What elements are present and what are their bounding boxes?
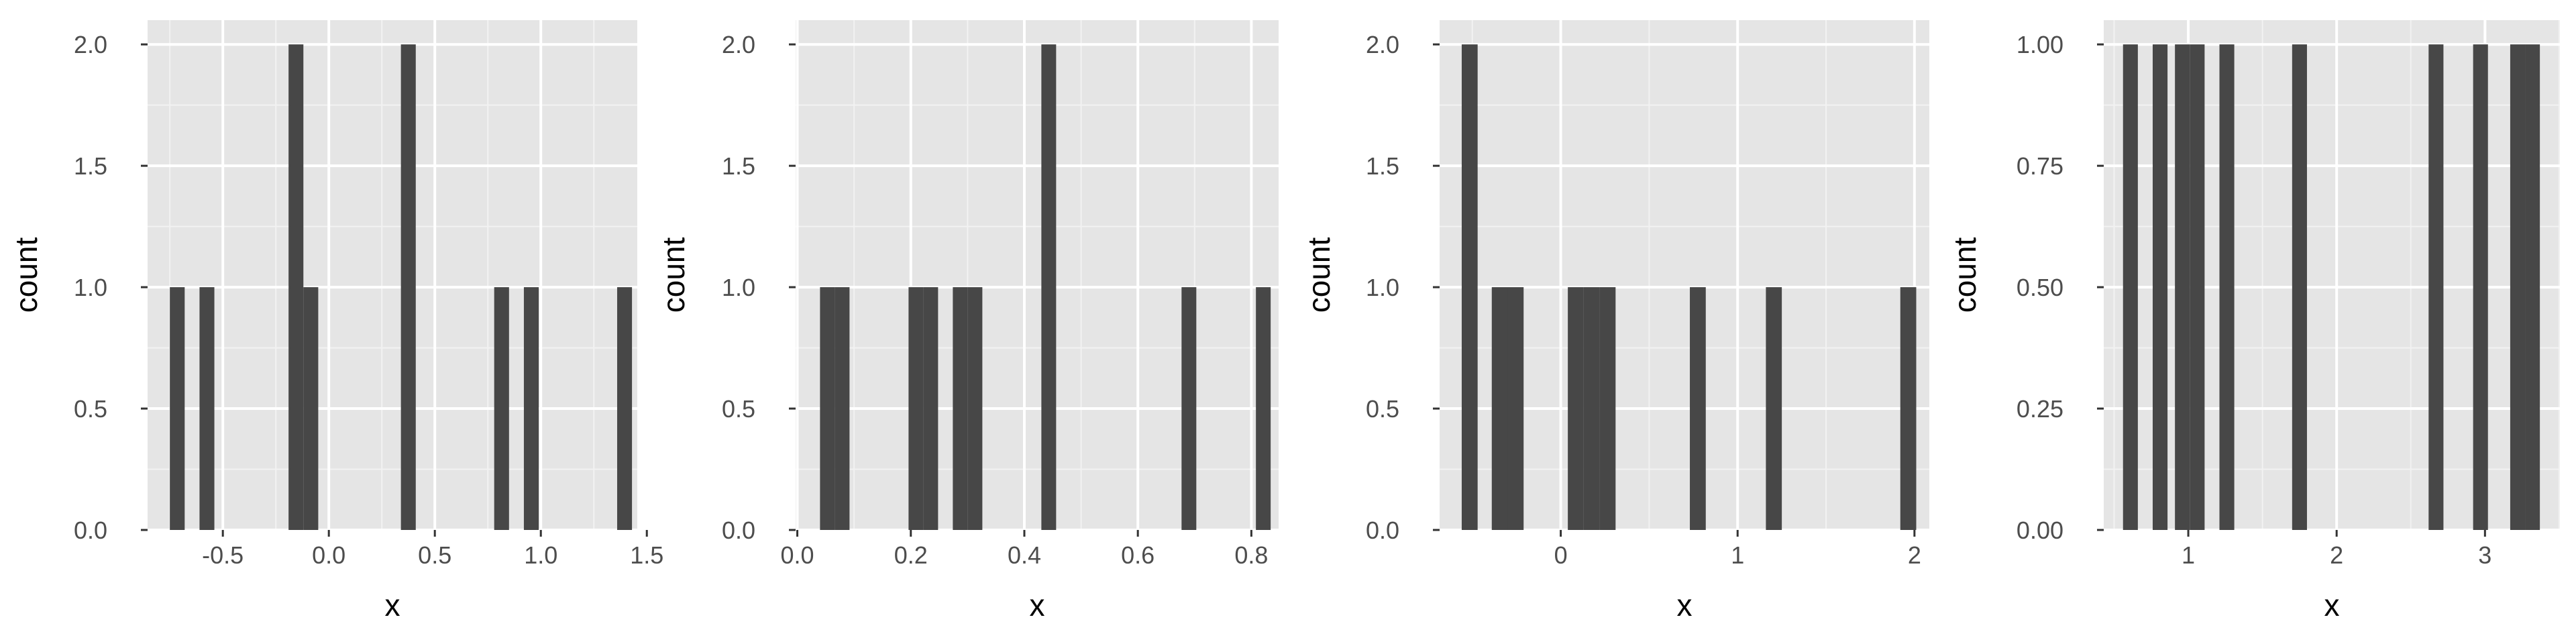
y-axis-tick-label: 0.5 xyxy=(1366,395,1399,423)
histogram-bar xyxy=(1599,287,1616,530)
y-axis-tick-label: 0.0 xyxy=(74,517,107,544)
y-axis-tick-label: 0.25 xyxy=(2017,395,2063,423)
histogram-bar xyxy=(1041,44,1057,530)
x-axis-title: x xyxy=(385,588,400,623)
y-axis-tick-label: 1.0 xyxy=(74,274,107,301)
x-axis-tick-label: 1.5 xyxy=(630,541,663,569)
y-axis-tick-label: 2.0 xyxy=(722,31,755,58)
histogram-bar xyxy=(2510,44,2526,530)
y-axis-tick-label: 2.0 xyxy=(74,31,107,58)
histogram-panel-1: -0.5 0.0 0.5 1.0 1.5 0.0 0.5 1.0 1.5 2.0 x count xyxy=(9,20,663,623)
histogram-panel-3: 0 1 2 0.0 0.5 1.0 1.5 2.0 x count xyxy=(1301,20,1929,623)
y-axis-tick-label: 0.5 xyxy=(74,395,107,423)
histogram-panel-2: 0.0 0.2 0.4 0.6 0.8 0.0 0.5 1.0 1.5 2.0 x count xyxy=(656,20,1279,623)
y-axis-title: count xyxy=(656,237,691,313)
y-axis-tick-label: 1.5 xyxy=(74,152,107,180)
histogram-bar xyxy=(908,287,924,530)
x-axis-tick-label: 1.0 xyxy=(524,541,557,569)
histogram-bar xyxy=(170,287,185,530)
histogram-bar xyxy=(1900,287,1917,530)
y-axis-tick-label: 1.0 xyxy=(1366,274,1399,301)
y-axis-title: count xyxy=(1947,237,1982,313)
plot-panel-background xyxy=(796,20,1279,530)
histogram-bar xyxy=(953,287,968,530)
histogram-bar xyxy=(2292,44,2307,530)
histogram-bar xyxy=(2190,44,2205,530)
x-axis-tick-label: 0.0 xyxy=(312,541,345,569)
histogram-bar xyxy=(2473,44,2488,530)
x-axis-tick-label: 0.5 xyxy=(418,541,451,569)
x-axis-tick-label: 0 xyxy=(1554,541,1568,569)
histogram-bar xyxy=(616,287,633,530)
histogram-bar xyxy=(835,287,850,530)
x-axis-tick-label: 0.6 xyxy=(1121,541,1155,569)
histogram-panel-4: 1 2 3 0.00 0.25 0.50 0.75 1.00 x count xyxy=(1947,20,2560,623)
x-axis-title: x xyxy=(1677,588,1693,623)
x-axis-tick-label: 0.0 xyxy=(781,541,814,569)
histogram-bar xyxy=(923,287,938,530)
histogram-bar xyxy=(2152,44,2168,530)
histogram-bar xyxy=(1507,287,1524,530)
x-axis-tick-label: 1 xyxy=(1731,541,1744,569)
histogram-bar xyxy=(494,287,509,530)
histogram-bar xyxy=(1766,287,1782,530)
histogram-bar xyxy=(2123,44,2138,530)
x-axis-tick-label: 2 xyxy=(1908,541,1921,569)
y-axis-tick-label: 0.75 xyxy=(2017,152,2063,180)
histogram-bar xyxy=(1461,44,1478,530)
y-axis-title: count xyxy=(9,237,44,313)
histogram-bar xyxy=(1568,287,1584,530)
x-axis-tick-label: -0.5 xyxy=(202,541,244,569)
y-axis-tick-label: 1.00 xyxy=(2017,31,2063,58)
histogram-bar xyxy=(523,287,539,530)
histogram-bar xyxy=(400,44,416,530)
histogram-bar xyxy=(2219,44,2235,530)
y-axis-title: count xyxy=(1301,237,1336,313)
histogram-bar xyxy=(1256,287,1271,530)
y-axis-tick-label: 1.5 xyxy=(1366,152,1399,180)
x-axis-tick-label: 0.4 xyxy=(1008,541,1041,569)
plot-panel-background xyxy=(148,20,637,530)
histogram-bar xyxy=(820,287,835,530)
x-axis-tick-label: 3 xyxy=(2478,541,2491,569)
y-axis-tick-label: 1.5 xyxy=(722,152,755,180)
histogram-bar xyxy=(288,44,304,530)
y-axis-tick-label: 0.0 xyxy=(722,517,755,544)
y-axis-tick-label: 0.00 xyxy=(2017,517,2063,544)
histogram-bar xyxy=(1181,287,1197,530)
x-axis-title: x xyxy=(1030,588,1045,623)
y-axis-tick-label: 1.0 xyxy=(722,274,755,301)
histogram-bar xyxy=(2428,44,2444,530)
y-axis-tick-label: 2.0 xyxy=(1366,31,1399,58)
histogram-bar xyxy=(199,287,215,530)
histogram-bar xyxy=(1690,287,1706,530)
x-axis-tick-label: 1 xyxy=(2182,541,2195,569)
x-axis-tick-label: 2 xyxy=(2330,541,2343,569)
x-axis-tick-label: 0.2 xyxy=(894,541,928,569)
plot-panel-background xyxy=(2104,20,2560,530)
histogram-bar xyxy=(1583,287,1600,530)
histogram-bar xyxy=(967,287,983,530)
x-axis-title: x xyxy=(2324,588,2340,623)
x-axis-tick-label: 0.8 xyxy=(1234,541,1268,569)
histogram-bar xyxy=(303,287,319,530)
histogram-bar xyxy=(2175,44,2190,530)
y-axis-tick-label: 0.50 xyxy=(2017,274,2063,301)
histogram-bar xyxy=(1491,287,1508,530)
y-axis-tick-label: 0.0 xyxy=(1366,517,1399,544)
histogram-bar xyxy=(2525,44,2540,530)
y-axis-tick-label: 0.5 xyxy=(722,395,755,423)
